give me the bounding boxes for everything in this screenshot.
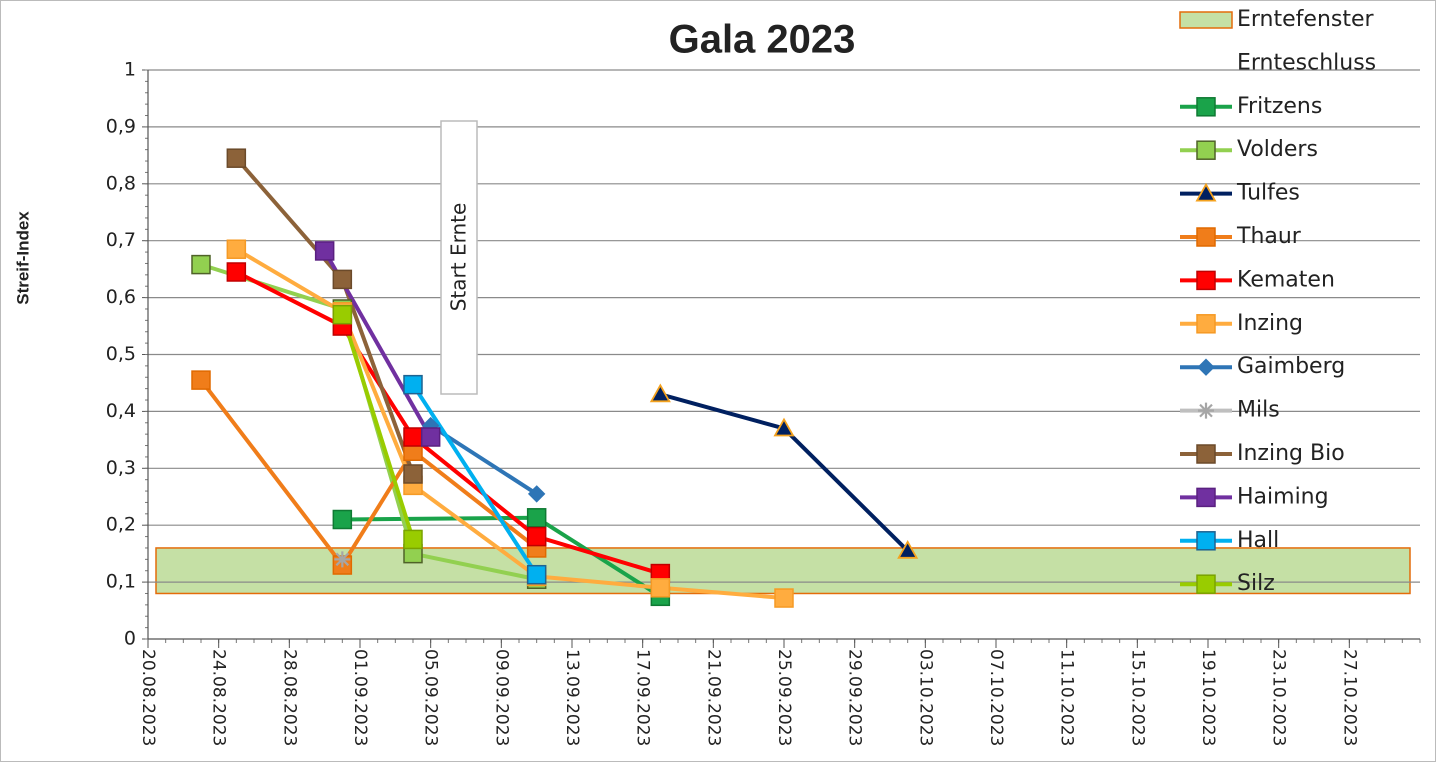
marker: [332, 269, 353, 290]
x-tick-label: 28.08.2023: [279, 649, 299, 746]
series-line: [200, 262, 538, 582]
marker: [226, 148, 247, 168]
marker: [897, 539, 919, 559]
y-tick-label: 0,1: [106, 571, 136, 593]
marker: [332, 304, 353, 325]
x-tick-label: 03.10.2023: [915, 649, 935, 746]
y-axis-label: Streif-Index: [13, 211, 32, 305]
legend-label: Inzing Bio: [1237, 441, 1345, 466]
x-tick-label: 27.10.2023: [1339, 649, 1359, 746]
y-tick-label: 0,6: [106, 286, 136, 308]
chart-title: Gala 2023: [669, 18, 856, 62]
marker: [1196, 314, 1216, 334]
marker: [226, 239, 247, 259]
marker: [191, 370, 211, 390]
x-tick-label: 29.09.2023: [845, 649, 865, 746]
marker: [526, 564, 547, 585]
x-tick-label: 21.09.2023: [703, 649, 723, 746]
y-tick-label: 0,8: [106, 172, 136, 194]
legend-label: Hall: [1237, 528, 1279, 553]
marker: [1196, 531, 1216, 551]
marker: [334, 551, 351, 568]
x-tick-label: 01.09.2023: [350, 649, 370, 746]
marker: [314, 241, 335, 261]
legend-swatch: [1179, 11, 1233, 29]
annotation: Start Ernte: [447, 203, 471, 312]
series-line: [340, 314, 415, 541]
x-tick-label: 11.10.2023: [1057, 649, 1077, 746]
legend-label: Volders: [1237, 137, 1318, 162]
y-tick-label: 1: [124, 59, 136, 81]
legend-label: Tulfes: [1236, 181, 1300, 206]
marker: [1196, 227, 1216, 247]
marker: [526, 508, 547, 528]
marker: [1196, 270, 1216, 291]
marker: [650, 578, 671, 598]
marker: [1196, 97, 1216, 117]
series-line: [411, 383, 539, 576]
legend-label: Ernteschluss: [1237, 50, 1376, 75]
x-tick-label: 13.09.2023: [562, 649, 582, 746]
series-line: [235, 247, 785, 601]
marker: [1196, 574, 1216, 594]
legend-label: Fritzens: [1237, 94, 1322, 119]
marker: [403, 374, 423, 395]
legend-label: Thaur: [1236, 224, 1302, 249]
legend-label: Mils: [1237, 398, 1280, 423]
x-tick-label: 23.10.2023: [1269, 649, 1289, 746]
legend-label: Silz: [1237, 571, 1275, 596]
legend-label: Inzing: [1237, 311, 1303, 336]
marker: [649, 383, 671, 403]
marker: [403, 464, 423, 484]
x-tick-label: 05.09.2023: [421, 649, 441, 746]
y-tick-label: 0: [124, 628, 136, 650]
marker: [1198, 402, 1214, 419]
x-tick-label: 15.10.2023: [1127, 649, 1147, 746]
marker: [420, 427, 441, 447]
series-line: [199, 378, 538, 568]
x-tick-label: 17.09.2023: [633, 649, 653, 746]
marker: [403, 427, 423, 447]
marker: [773, 417, 795, 437]
x-tick-label: 25.09.2023: [774, 649, 794, 746]
x-tick-label: 09.09.2023: [491, 649, 511, 746]
legend-label: Kematen: [1237, 267, 1335, 292]
y-tick-label: 0,3: [106, 457, 136, 479]
marker: [1196, 487, 1216, 508]
x-tick-label: 24.08.2023: [209, 649, 229, 746]
y-tick-label: 0,9: [106, 115, 136, 137]
marker: [1195, 182, 1217, 202]
y-tick-label: 0,5: [106, 343, 136, 365]
marker: [527, 485, 546, 503]
marker: [226, 262, 247, 282]
marker: [774, 588, 794, 608]
marker: [1197, 358, 1215, 376]
x-tick-label: 20.08.2023: [138, 649, 158, 746]
annotation-box: [440, 120, 478, 395]
legend-label: Gaimberg: [1237, 354, 1345, 379]
y-tick-label: 0,2: [106, 514, 136, 536]
marker: [1196, 444, 1216, 464]
marker: [403, 529, 423, 550]
legend-label: Haiming: [1237, 484, 1329, 509]
legend-label: Erntefenster: [1237, 7, 1375, 32]
y-tick-label: 0,4: [106, 400, 136, 422]
marker: [526, 526, 547, 547]
marker: [191, 254, 211, 275]
y-tick-label: 0,7: [106, 229, 136, 251]
marker: [1196, 140, 1216, 160]
x-tick-label: 19.10.2023: [1198, 649, 1218, 746]
marker: [332, 509, 353, 530]
x-tick-label: 07.10.2023: [986, 649, 1006, 746]
legend: Erntefenster Ernteschluss Fritzens Volders T…: [1179, 7, 1376, 596]
